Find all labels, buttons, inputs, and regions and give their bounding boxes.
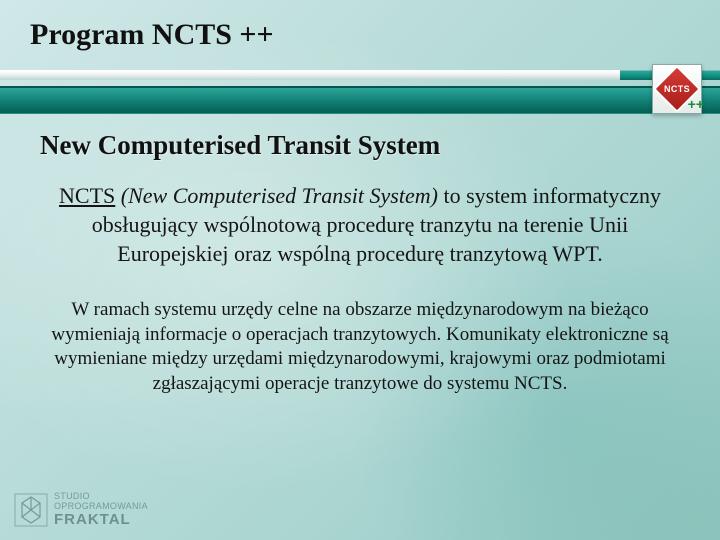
content-area: New Computerised Transit System NCTS (Ne…: [0, 122, 720, 397]
fractal-logo-icon: [14, 493, 48, 527]
slide-title: Program NCTS ++: [30, 18, 720, 52]
footer-logo: STUDIO OPROGRAMOWANIA FRAKTAL: [14, 491, 148, 528]
title-area: Program NCTS ++: [0, 0, 720, 60]
badge-slot: NCTS ++: [652, 64, 702, 114]
lead-abbr: NCTS: [59, 183, 115, 208]
footer-logo-text: STUDIO OPROGRAMOWANIA FRAKTAL: [54, 491, 148, 528]
logo-line1: STUDIO: [54, 491, 148, 501]
divider-bottom-bar: [0, 86, 720, 114]
slide-subtitle: New Computerised Transit System: [40, 130, 682, 161]
body-paragraph-2: W ramach systemu urzędy celne na obszarz…: [50, 298, 670, 397]
logo-brand: FRAKTAL: [54, 511, 148, 528]
divider-top-bar: [0, 70, 720, 80]
lead-expansion: (New Computerised Transit System): [115, 183, 438, 208]
header-divider: NCTS ++: [0, 66, 720, 122]
logo-line2: OPROGRAMOWANIA: [54, 501, 148, 511]
ncts-badge-icon: NCTS ++: [660, 72, 694, 106]
badge-plus: ++: [688, 96, 704, 112]
body-paragraph-1: NCTS (New Computerised Transit System) t…: [48, 181, 672, 268]
